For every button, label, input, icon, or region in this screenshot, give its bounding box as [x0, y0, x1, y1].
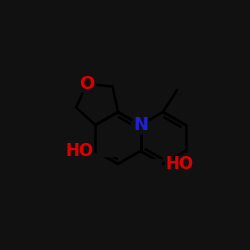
- Text: O: O: [79, 75, 94, 93]
- Text: N: N: [133, 116, 148, 134]
- Bar: [165, 159, 187, 169]
- Circle shape: [132, 116, 150, 134]
- Bar: [139, 159, 161, 169]
- Text: HO: HO: [65, 142, 94, 160]
- Bar: [72, 146, 94, 156]
- Bar: [98, 146, 120, 156]
- Text: HO: HO: [165, 155, 193, 173]
- Circle shape: [78, 75, 96, 93]
